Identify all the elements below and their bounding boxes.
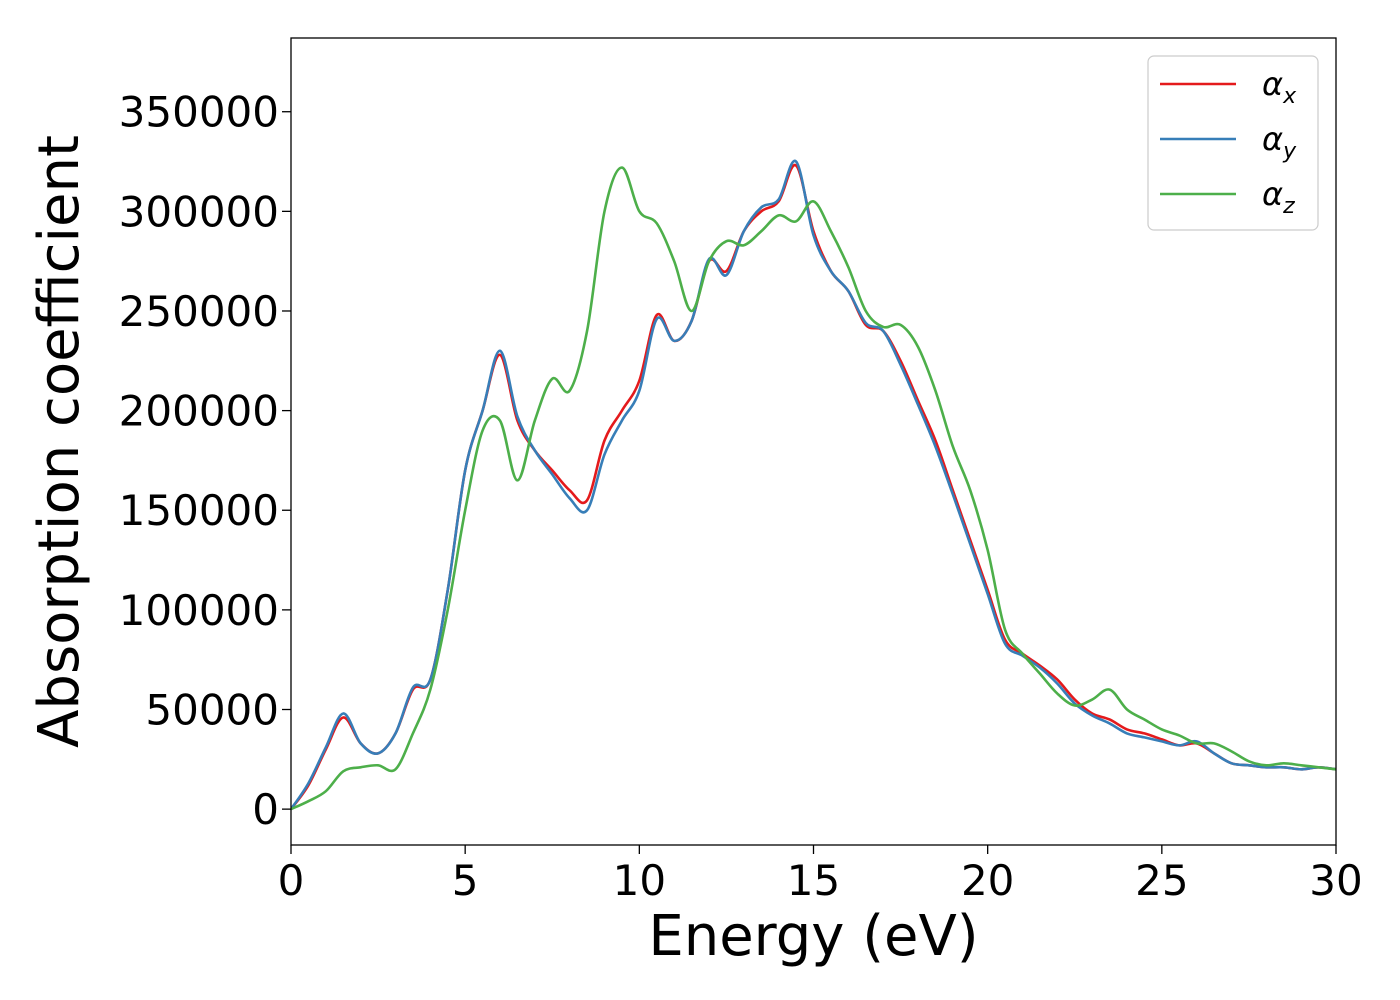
y-tick-label: 150000 bbox=[119, 486, 279, 535]
x-axis-title: Energy (eV) bbox=[648, 904, 978, 969]
y-tick-label: 200000 bbox=[119, 387, 279, 436]
y-tick-label: 350000 bbox=[119, 88, 279, 137]
x-tick-label: 10 bbox=[613, 856, 666, 905]
x-tick-label: 5 bbox=[452, 856, 479, 905]
x-tick-label: 15 bbox=[787, 856, 840, 905]
x-tick-label: 0 bbox=[278, 856, 305, 905]
y-tick-label: 100000 bbox=[119, 586, 279, 635]
plot-area bbox=[291, 159, 1336, 811]
x-tick-label: 20 bbox=[961, 856, 1014, 905]
y-axis: 0 50000 100000 150000 200000 250000 300000 3500… bbox=[119, 88, 291, 834]
legend-box bbox=[1147, 55, 1319, 231]
legend-label-y: αy bbox=[1262, 120, 1297, 164]
series-line-x bbox=[291, 164, 1336, 810]
x-tick-label: 30 bbox=[1309, 856, 1362, 905]
y-tick-label: 0 bbox=[252, 785, 279, 834]
legend-label-x: αx bbox=[1262, 65, 1297, 109]
y-tick-label: 50000 bbox=[145, 686, 279, 735]
y-tick-label: 300000 bbox=[119, 187, 279, 236]
y-axis-title: Absorption coefficient bbox=[27, 135, 92, 748]
x-axis: 0 5 10 15 20 25 30 bbox=[278, 845, 1363, 905]
y-tick-label: 250000 bbox=[119, 287, 279, 336]
x-tick-label: 25 bbox=[1135, 856, 1188, 905]
series-line-z bbox=[291, 166, 1336, 811]
legend-label-z: αz bbox=[1262, 175, 1295, 219]
legend: αx αy αz bbox=[1147, 55, 1319, 231]
series-line-y bbox=[291, 159, 1336, 810]
